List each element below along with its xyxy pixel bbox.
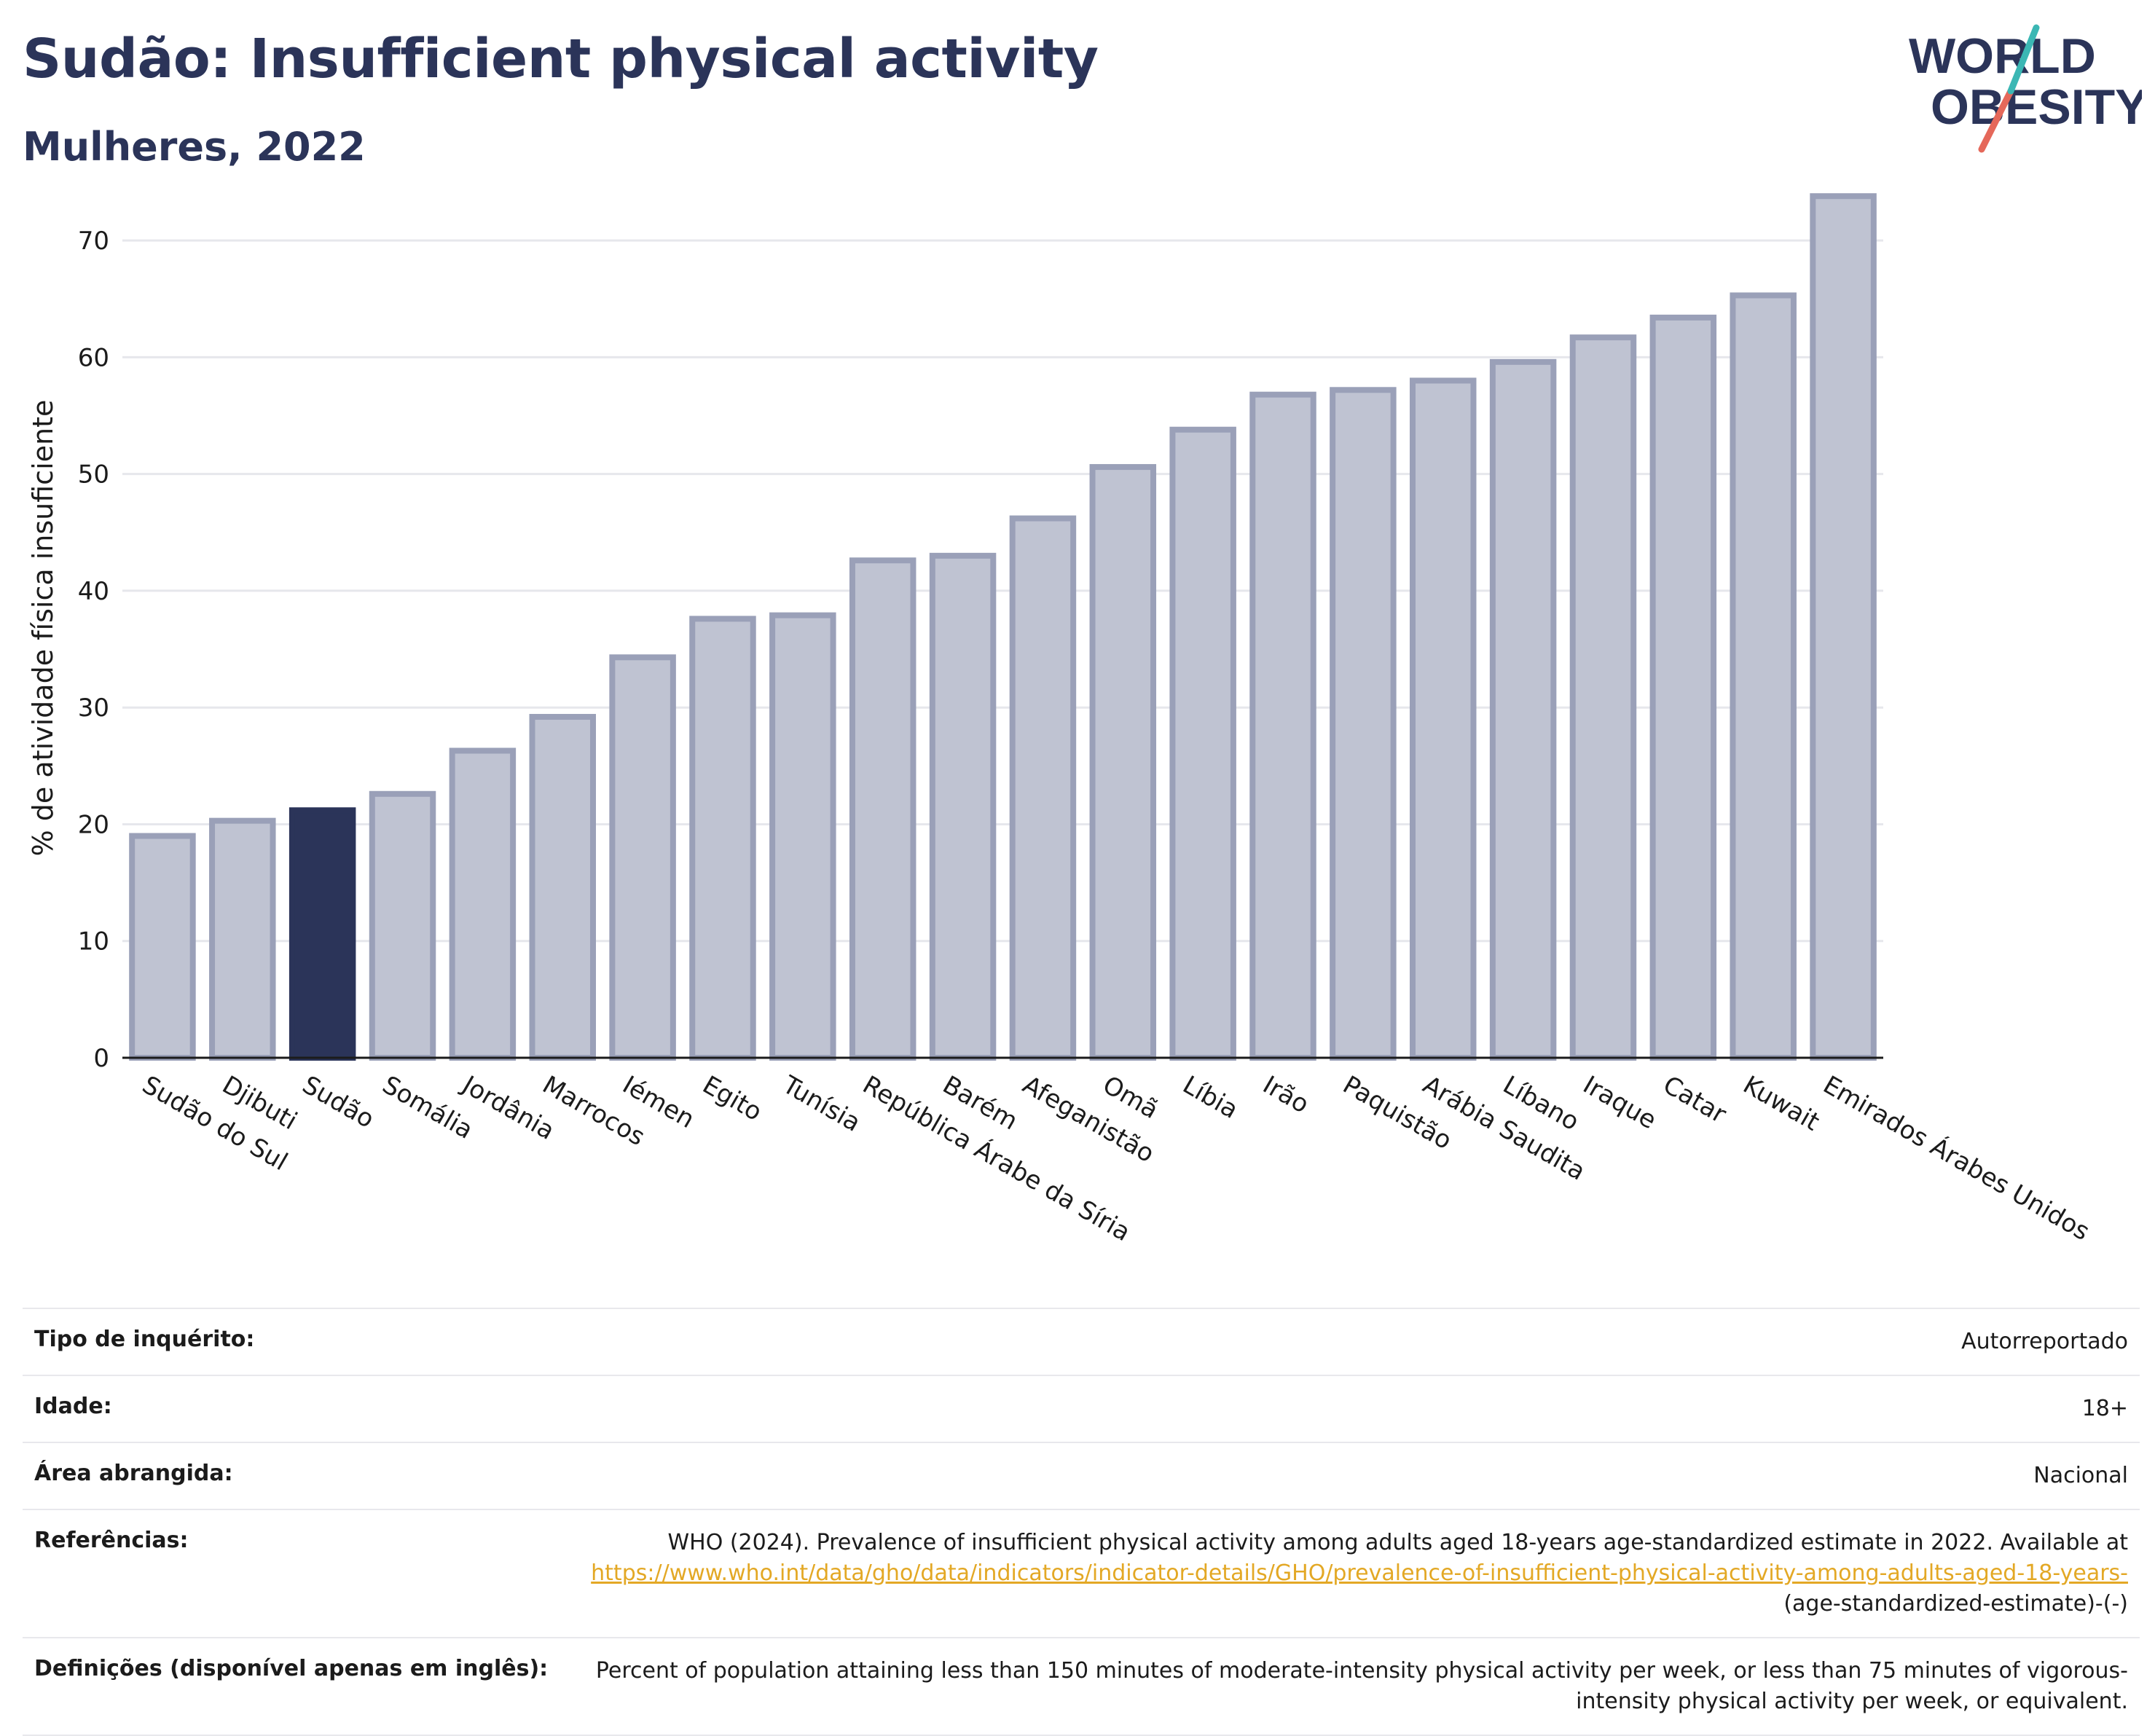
meta-value: Nacional bbox=[2033, 1463, 2128, 1488]
x-tick-label: Somália bbox=[377, 1070, 478, 1145]
bar bbox=[209, 817, 276, 1061]
meta-row-area: Área abrangida: Nacional bbox=[23, 1442, 2140, 1509]
bar bbox=[369, 790, 436, 1061]
bar bbox=[1009, 515, 1077, 1061]
bar bbox=[1249, 391, 1316, 1061]
bar bbox=[449, 747, 517, 1061]
y-tick-label: 10 bbox=[78, 927, 109, 957]
meta-row-references: Referências: WHO (2024). Prevalence of i… bbox=[23, 1509, 2140, 1638]
x-tick-label: Jordânia bbox=[456, 1069, 560, 1146]
bar bbox=[689, 616, 756, 1061]
reference-link[interactable]: https://www.who.int/data/gho/data/indica… bbox=[591, 1560, 2128, 1586]
meta-value: Percent of population attaining less tha… bbox=[595, 1658, 2128, 1714]
x-tick-label: Iraque bbox=[1578, 1070, 1661, 1135]
meta-key: Área abrangida: bbox=[34, 1461, 233, 1486]
x-tick-label: Emirados Árabes Unidos bbox=[1818, 1069, 2095, 1246]
bar bbox=[1330, 387, 1397, 1061]
bar bbox=[769, 612, 836, 1061]
meta-value: 18+ bbox=[2081, 1396, 2128, 1421]
bar bbox=[529, 714, 596, 1061]
meta-value: Autorreportado bbox=[1961, 1329, 2128, 1354]
bar bbox=[1569, 334, 1637, 1061]
x-tick-label: Kuwait bbox=[1738, 1070, 1824, 1136]
y-tick-label: 50 bbox=[78, 460, 109, 490]
bars bbox=[129, 193, 1877, 1061]
bar bbox=[1810, 193, 1877, 1061]
world-obesity-logo: WORLD OBESITY bbox=[1909, 24, 2142, 153]
reference-text: WHO (2024). Prevalence of insufficient p… bbox=[667, 1530, 2128, 1555]
meta-key: Idade: bbox=[34, 1394, 112, 1419]
x-tick-label: Egito bbox=[697, 1070, 766, 1127]
x-tick-label: Irão bbox=[1258, 1070, 1314, 1119]
meta-row-age: Idade: 18+ bbox=[23, 1375, 2140, 1442]
meta-key: Definições (disponível apenas em inglês)… bbox=[34, 1656, 549, 1681]
bar bbox=[929, 552, 997, 1061]
bar bbox=[1169, 426, 1236, 1061]
bar bbox=[1730, 292, 1797, 1061]
bar bbox=[129, 833, 196, 1061]
x-tick-label: Catar bbox=[1658, 1070, 1731, 1129]
meta-key: Tipo de inquérito: bbox=[34, 1327, 255, 1352]
chart-subtitle: Mulheres, 2022 bbox=[23, 124, 366, 170]
bar bbox=[1089, 464, 1157, 1061]
y-tick-label: 0 bbox=[93, 1044, 109, 1073]
y-tick-label: 30 bbox=[78, 694, 109, 723]
bar bbox=[1649, 314, 1717, 1061]
x-tick-label: Sudão bbox=[297, 1070, 379, 1134]
meta-row-definitions: Definições (disponível apenas em inglês)… bbox=[23, 1638, 2140, 1735]
reference-suffix: (age-standardized-estimate)-(-) bbox=[1783, 1591, 2128, 1617]
logo-line2: OBESITY bbox=[1931, 79, 2142, 135]
y-tick-label: 20 bbox=[78, 810, 109, 839]
meta-row-survey-type: Tipo de inquérito: Autorreportado bbox=[23, 1308, 2140, 1375]
chart-title: Sudão: Insufficient physical activity bbox=[23, 28, 1099, 90]
meta-key: Referências: bbox=[34, 1528, 189, 1553]
meta-value: WHO (2024). Prevalence of insufficient p… bbox=[560, 1509, 2140, 1638]
bar bbox=[849, 557, 916, 1061]
bar-highlight bbox=[288, 807, 356, 1061]
bar bbox=[1410, 377, 1477, 1061]
y-tick-label: 60 bbox=[78, 343, 109, 372]
metadata-table: Tipo de inquérito: Autorreportado Idade:… bbox=[23, 1308, 2140, 1736]
x-tick-label: Tunísia bbox=[777, 1070, 865, 1138]
x-tick-label: Líbia bbox=[1178, 1070, 1244, 1125]
logo-slash-teal bbox=[2007, 24, 2040, 95]
y-axis-title: % de atividade física insuficiente bbox=[27, 400, 59, 857]
y-tick-label: 70 bbox=[78, 227, 109, 256]
logo-slash-coral bbox=[1978, 87, 2014, 153]
y-tick-label: 40 bbox=[78, 577, 109, 606]
logo-line1: WORLD bbox=[1909, 28, 2096, 84]
bar bbox=[609, 654, 676, 1061]
bar bbox=[1489, 358, 1557, 1061]
